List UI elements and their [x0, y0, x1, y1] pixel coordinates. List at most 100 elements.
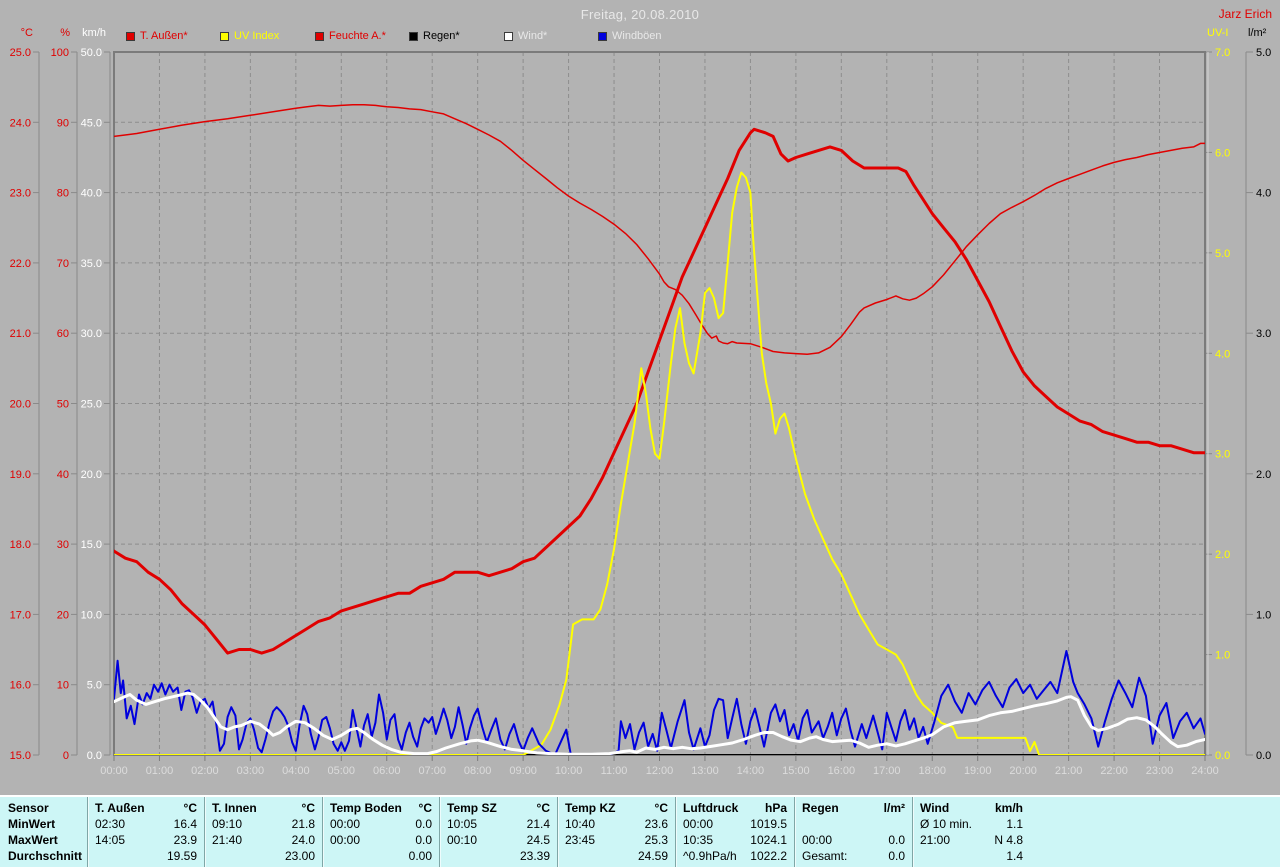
- y-tick-label: 5.0: [1215, 248, 1230, 260]
- y-axes: 15.0 16.0 17.0 18.0 19.0 20.0 21.0 22.0 23.0 24.0…: [10, 27, 1272, 762]
- table-max-cell: 14:05 23.9: [88, 833, 204, 849]
- x-tick-label: 24:00: [1191, 765, 1219, 777]
- y-tick-label: 20.0: [10, 399, 31, 411]
- y-tick-label: 2.0: [1215, 549, 1230, 561]
- y-tick-label: 25.0: [81, 399, 102, 411]
- y-tick-label: 35.0: [81, 258, 102, 270]
- table-avg-cell: 19.59: [88, 849, 204, 865]
- legend-swatch-icon: [126, 31, 135, 41]
- x-tick-label: 22:00: [1100, 765, 1128, 777]
- cell-value: 1022.2: [750, 849, 787, 863]
- table-min-cell: 00:00 1019.5: [676, 817, 794, 833]
- cell-time: 21:00: [920, 833, 951, 847]
- cell-value: 1.4: [1006, 849, 1023, 863]
- x-tick-label: 01:00: [146, 765, 174, 777]
- y-tick-label: 18.0: [10, 539, 31, 551]
- table-column-3: Temp Boden °C 00:00 0.0 00:00 0.0 0.00: [323, 797, 440, 867]
- y-tick-label: 5.0: [87, 680, 102, 692]
- y-tick-label: 50: [57, 399, 69, 411]
- table-filler: [1030, 797, 1280, 867]
- cell-time: 02:30: [95, 817, 126, 831]
- axis-unit-label: l/m²: [1248, 27, 1267, 39]
- legend-swatch-icon: [504, 31, 513, 41]
- y-tick-label: 15.0: [81, 539, 102, 551]
- legend-swatch-icon: [220, 31, 229, 41]
- cell-value: 23.39: [519, 849, 550, 863]
- cell-time: 00:00: [683, 817, 714, 831]
- table-column-2: T. Innen °C 09:10 21.8 21:40 24.0 23.00: [205, 797, 323, 867]
- cell-time: 00:00: [330, 833, 361, 847]
- table-header-cell: Temp SZ °C: [440, 801, 557, 817]
- series-uvindex: [114, 171, 1205, 755]
- cell-time: 10:40: [565, 817, 596, 831]
- series-feuchte: [114, 103, 1205, 356]
- y-tick-label: 4.0: [1215, 348, 1230, 360]
- cell-value: N 4.8: [994, 833, 1023, 847]
- x-tick-label: 11:00: [601, 765, 628, 777]
- table-max-cell: 00:10 24.5: [440, 833, 557, 849]
- cell-value: 1.1: [1006, 817, 1023, 831]
- table-min-cell: 10:05 21.4: [440, 817, 557, 833]
- cell-time: ^0.9hPa/h: [683, 849, 737, 863]
- cell-value: l/m²: [883, 801, 905, 815]
- y-tick-label: 70: [57, 258, 69, 270]
- y-tick-label: 24.0: [10, 117, 31, 129]
- cell-value: 0.0: [888, 833, 905, 847]
- y-tick-label: 30.0: [81, 328, 102, 340]
- cell-time: 14:05: [95, 833, 126, 847]
- cell-value: km/h: [994, 801, 1023, 815]
- series-taussen: [114, 127, 1205, 655]
- legend-swatch-icon: [409, 31, 418, 41]
- table-avg-cell: Gesamt: 0.0: [795, 849, 912, 865]
- y-tick-label: 30: [57, 539, 69, 551]
- table-column-8: Wind km/h Ø 10 min. 1.1 21:00 N 4.8 1.4: [913, 797, 1030, 867]
- table-header-cell: Temp KZ °C: [558, 801, 675, 817]
- cell-value: °C: [301, 801, 315, 815]
- cell-value: 16.4: [173, 817, 197, 831]
- x-tick-label: 00:00: [100, 765, 128, 777]
- legend-swatch-icon: [598, 31, 607, 41]
- y-tick-label: 3.0: [1256, 328, 1271, 340]
- x-tick-label: 06:00: [373, 765, 401, 777]
- x-tick-label: 07:00: [418, 765, 446, 777]
- table-min-cell: [795, 817, 912, 833]
- axis-unit-label: %: [60, 27, 70, 39]
- y-tick-label: 90: [57, 117, 69, 129]
- legend-label: Wind*: [518, 30, 548, 42]
- y-tick-label: 60: [57, 328, 69, 340]
- cell-value: 24.5: [526, 833, 550, 847]
- legend-label: Windböen: [612, 30, 662, 42]
- x-tick-label: 15:00: [782, 765, 810, 777]
- cell-time: 00:00: [330, 817, 361, 831]
- table-max-cell: 21:00 N 4.8: [913, 833, 1030, 849]
- x-tick-label: 10:00: [555, 765, 583, 777]
- y-tick-label: 3.0: [1215, 449, 1230, 461]
- cell-time: Temp Boden: [330, 801, 402, 815]
- y-tick-label: 20: [57, 609, 69, 621]
- x-tick-label: 05:00: [328, 765, 356, 777]
- table-column-7: Regen l/m² 00:00 0.0 Gesamt: 0.0: [795, 797, 913, 867]
- x-tick-label: 23:00: [1146, 765, 1174, 777]
- summary-table: Sensor MinWert MaxWert Durchschnitt T. Außen…: [0, 795, 1280, 867]
- table-min-cell: Ø 10 min. 1.1: [913, 817, 1030, 833]
- legend-label: T. Außen*: [140, 30, 188, 42]
- cell-value: 0.0: [415, 817, 432, 831]
- x-tick-label: 18:00: [918, 765, 946, 777]
- table-min-cell: 00:00 0.0: [323, 817, 439, 833]
- y-tick-label: 40.0: [81, 188, 102, 200]
- x-tick-label: 13:00: [691, 765, 719, 777]
- legend-item-2: UV Index: [220, 30, 279, 42]
- y-tick-label: 0: [63, 750, 69, 762]
- table-header-cell: Luftdruck hPa: [676, 801, 794, 817]
- y-tick-label: 1.0: [1256, 609, 1271, 621]
- cell-time: Ø 10 min.: [920, 817, 973, 831]
- y-tick-label: 50.0: [81, 47, 102, 59]
- table-header-cell: Regen l/m²: [795, 801, 912, 817]
- cell-value: 1019.5: [750, 817, 787, 831]
- y-tick-label: 7.0: [1215, 47, 1230, 59]
- cell-value: 1024.1: [750, 833, 787, 847]
- y-tick-label: 5.0: [1256, 47, 1271, 59]
- x-tick-label: 21:00: [1055, 765, 1083, 777]
- legend-item-6: Windböen: [598, 30, 662, 42]
- legend-swatch-icon: [315, 31, 324, 41]
